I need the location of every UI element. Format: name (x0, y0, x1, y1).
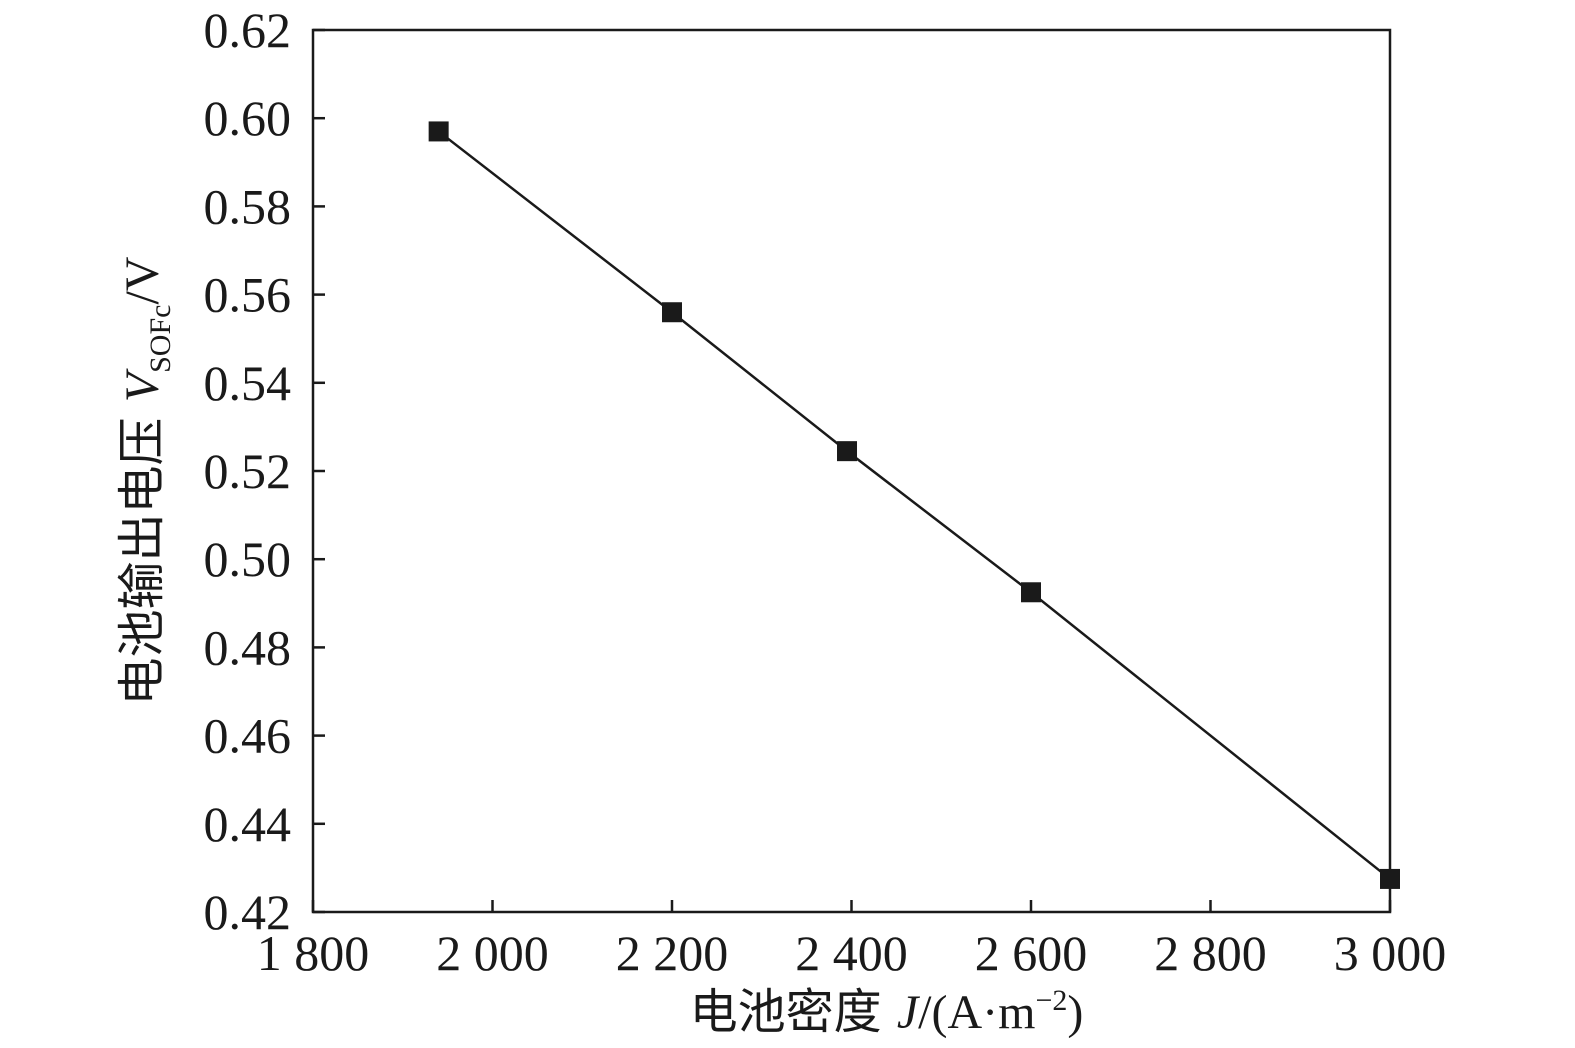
x-tick-label: 2 200 (616, 925, 729, 981)
data-point-marker (837, 441, 858, 462)
x-axis-label: 电池密度 J/(A·m−2) (690, 984, 1084, 1040)
data-point-marker (662, 302, 682, 323)
y-axis-label: 电池输出电压 VSOFc/V (114, 256, 177, 705)
x-tick-label: 2 400 (795, 925, 908, 981)
y-tick-label: 0.50 (204, 531, 292, 587)
y-axis-label-var: V (116, 368, 169, 402)
y-tick-label: 0.62 (204, 2, 292, 58)
y-axis-ticks: 0.42 0.44 0.46 0.48 0.50 0.52 0.54 0.56 0.58 0.60… (204, 2, 325, 940)
y-tick-label: 0.58 (204, 178, 292, 234)
x-axis-label-unit: /(A·m (918, 986, 1035, 1039)
y-tick-label: 0.56 (204, 267, 292, 323)
x-tick-label: 2 800 (1154, 925, 1267, 981)
x-axis-label-close: ) (1067, 986, 1083, 1039)
y-axis-label-unit: /V (116, 256, 169, 304)
y-tick-label: 0.44 (204, 796, 292, 852)
series-layer (428, 121, 1400, 889)
x-tick-label: 1 800 (257, 925, 370, 981)
y-axis-label-sub: SOFc (144, 305, 177, 373)
plot-area (311, 28, 1392, 914)
x-axis-ticks: 1 800 2 000 2 200 2 400 2 600 2 800 3 000 (257, 900, 1447, 981)
x-axis-label-var: J (897, 986, 921, 1039)
series-line (437, 130, 1391, 880)
x-axis-label-text: 电池密度 (690, 984, 897, 1040)
y-tick-label: 0.42 (204, 884, 292, 940)
data-point-marker (428, 121, 449, 142)
y-tick-label: 0.52 (204, 443, 292, 499)
y-tick-label: 0.48 (204, 619, 292, 675)
y-tick-label: 0.46 (204, 708, 292, 764)
y-tick-label: 0.54 (204, 355, 292, 411)
x-tick-label: 3 000 (1334, 925, 1447, 981)
x-tick-label: 2 600 (975, 925, 1088, 981)
data-point-marker (1021, 582, 1041, 603)
y-tick-label: 0.60 (204, 90, 292, 146)
x-tick-label: 2 000 (436, 925, 549, 981)
y-axis-label-text: 电池输出电压 (114, 402, 170, 705)
data-point-marker (1380, 868, 1400, 889)
x-axis-label-sup: −2 (1035, 984, 1067, 1017)
